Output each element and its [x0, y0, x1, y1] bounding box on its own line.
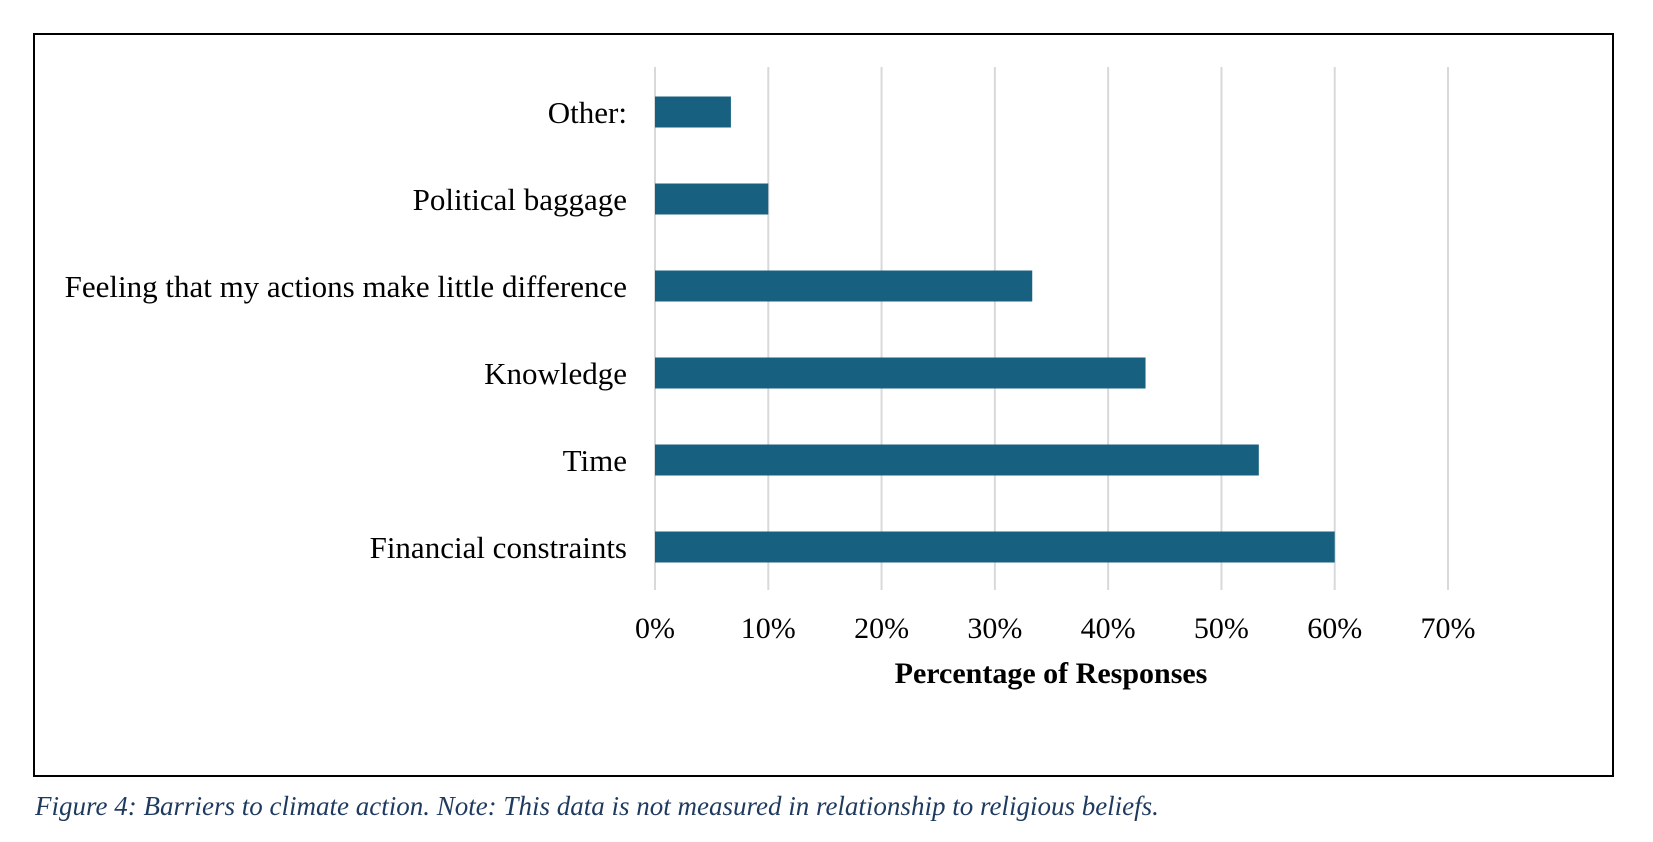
x-tick-label: 20%: [854, 612, 909, 645]
figure-caption: Figure 4: Barriers to climate action. No…: [35, 791, 1159, 821]
x-tick-label: 50%: [1194, 612, 1249, 645]
x-tick-label: 60%: [1307, 612, 1362, 645]
bar: [655, 270, 1033, 302]
x-tick-labels: 0% 10% 20% 30% 40% 50% 60% 70%: [635, 612, 1476, 645]
chart-frame: Other: Political baggage Feeling that my a…: [33, 33, 1614, 777]
bar: [655, 357, 1146, 389]
category-label: Knowledge: [484, 356, 627, 391]
bar-chart: Other: Political baggage Feeling that my a…: [65, 67, 1476, 690]
x-tick-label: 40%: [1081, 612, 1136, 645]
category-label: Political baggage: [413, 182, 627, 217]
bars: [655, 96, 1335, 563]
x-tick-label: 30%: [967, 612, 1022, 645]
gridlines: [654, 67, 1449, 590]
x-tick-label: 0%: [635, 612, 675, 645]
x-tick-label: 70%: [1421, 612, 1476, 645]
bar: [655, 444, 1259, 476]
category-label: Other:: [548, 95, 627, 130]
bar: [655, 96, 731, 128]
category-label: Financial constraints: [370, 530, 627, 565]
x-axis-title: Percentage of Responses: [895, 657, 1208, 690]
category-labels: Other: Political baggage Feeling that my a…: [65, 95, 627, 565]
bar: [655, 531, 1335, 563]
category-label: Time: [563, 443, 627, 478]
x-tick-label: 10%: [741, 612, 796, 645]
bar: [655, 183, 769, 215]
category-label: Feeling that my actions make little diff…: [65, 269, 627, 304]
